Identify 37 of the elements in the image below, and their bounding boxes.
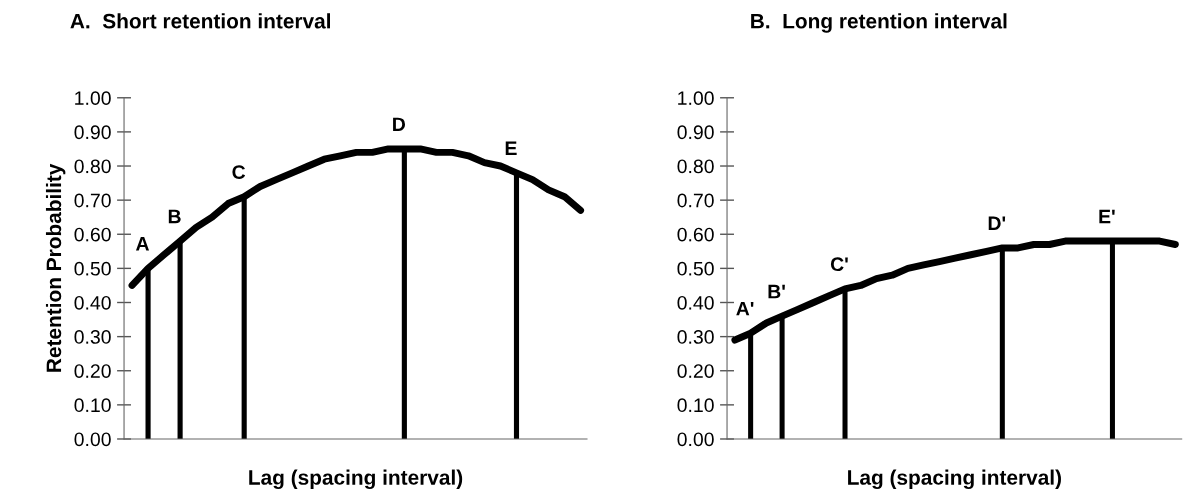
y-axis-title: Retention Probability	[45, 163, 66, 372]
data-label: C	[232, 165, 246, 179]
y-tick-label: 0.60	[74, 227, 111, 242]
y-tick-label: 0.20	[74, 364, 111, 378]
data-label: A	[135, 237, 150, 251]
y-tick-label: 0.00	[74, 432, 111, 447]
y-tick-label: 0.70	[677, 193, 714, 208]
data-label: B	[168, 209, 181, 224]
y-tick-label: 0.50	[74, 261, 111, 276]
y-tick-label: 0.70	[74, 193, 111, 208]
y-tick-label: 0.50	[677, 261, 714, 276]
y-tick-label: 0.10	[74, 398, 111, 413]
y-tick-label: 0.30	[677, 330, 714, 344]
y-tick-label: 0.00	[677, 432, 714, 447]
y-tick-label: 0.20	[677, 364, 714, 378]
data-label: D	[393, 117, 406, 132]
y-tick-label: 0.30	[74, 330, 111, 344]
data-label: D'	[988, 216, 1006, 230]
y-tick-label: 1.00	[75, 91, 111, 106]
x-axis-title: Lag (spacing interval)	[848, 469, 1061, 490]
y-tick-label: 0.80	[74, 159, 111, 174]
data-label: A'	[736, 301, 754, 316]
y-tick-label: 0.90	[677, 125, 714, 140]
data-label: E'	[1099, 209, 1115, 224]
y-tick-label: 1.00	[678, 91, 714, 106]
data-label: C'	[830, 257, 848, 272]
y-tick-label: 0.80	[677, 159, 714, 174]
data-label: E	[505, 141, 517, 155]
chart-title: A. Short retention interval	[70, 13, 331, 29]
y-tick-label: 0.90	[74, 125, 111, 140]
y-tick-label: 0.60	[677, 227, 714, 242]
y-tick-label: 0.40	[74, 295, 111, 310]
data-label: B'	[768, 284, 785, 299]
y-tick-label: 0.10	[677, 398, 714, 413]
x-axis-title: Lag (spacing interval)	[249, 469, 463, 490]
chart-title: B. Long retention interval	[751, 13, 1007, 33]
y-tick-label: 0.40	[677, 295, 714, 310]
